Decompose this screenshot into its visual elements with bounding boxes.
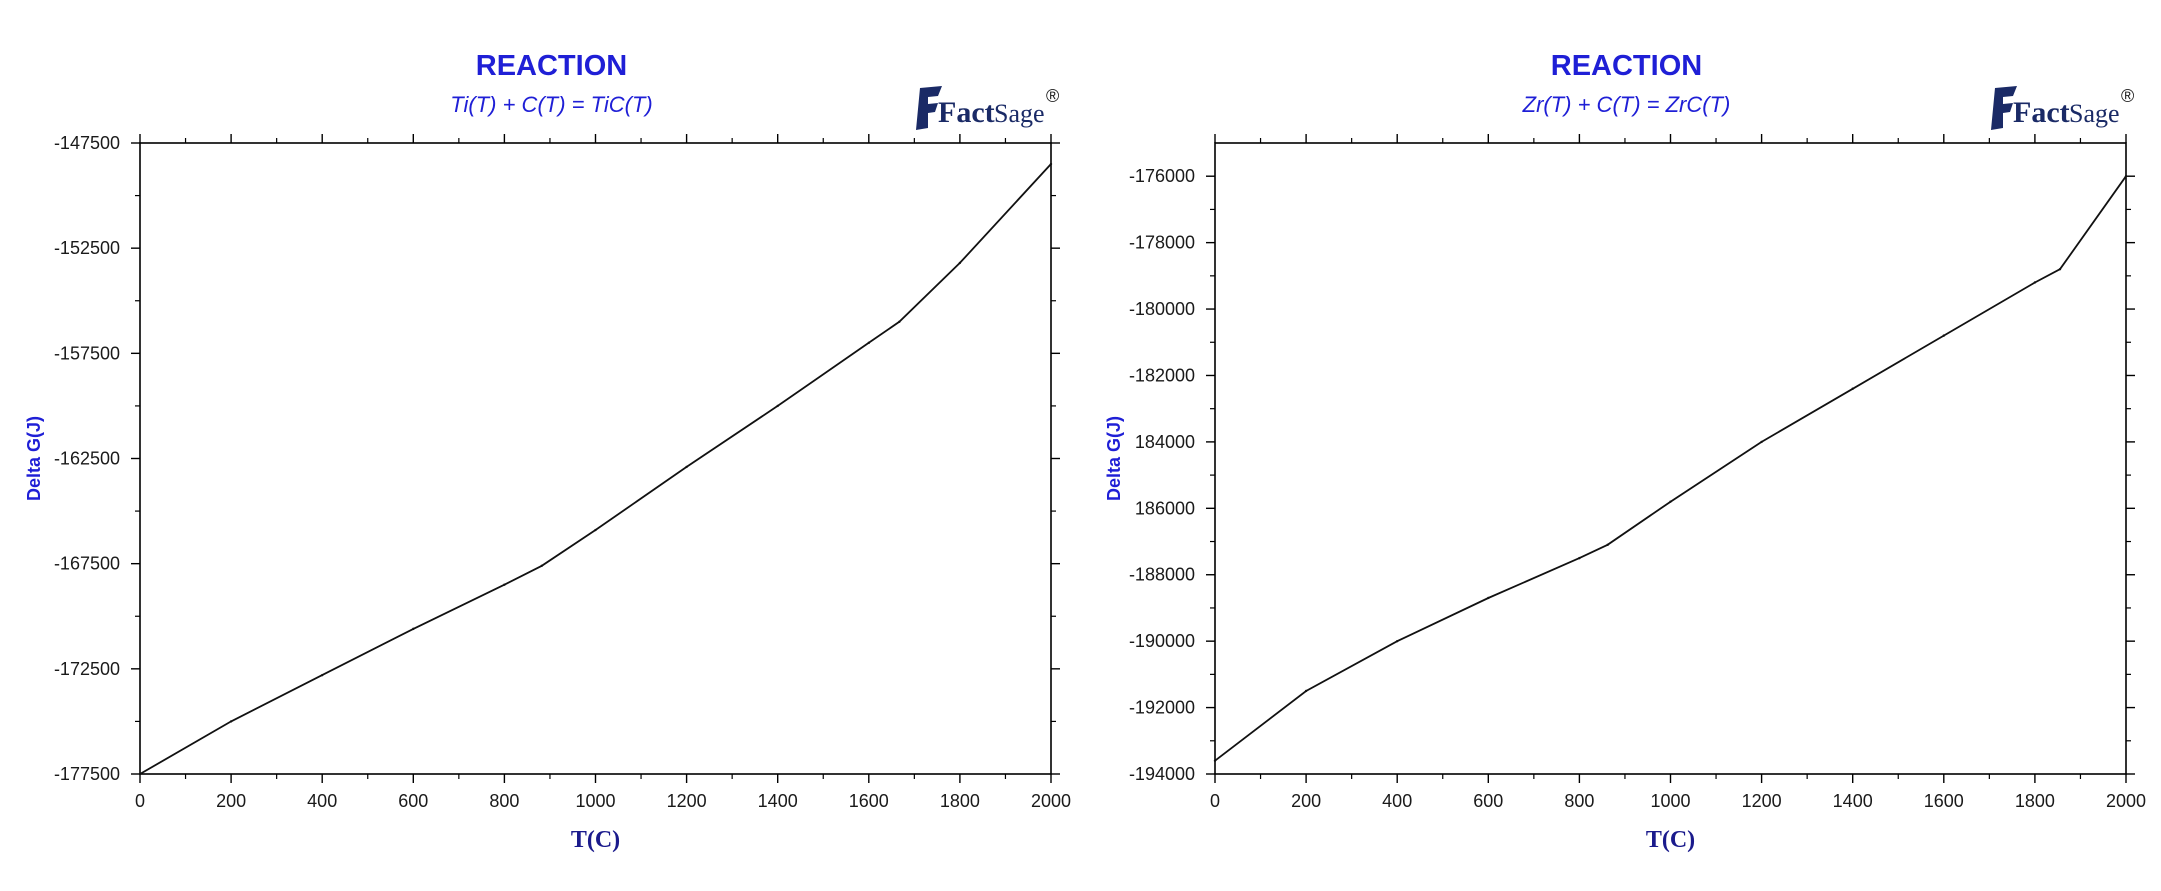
x-axis-label: T(C) [571,827,620,853]
x-tick-label: 1000 [575,791,615,811]
logo-registered-mark: ® [1046,86,1059,106]
y-axis-label: Delta G(J) [1104,416,1124,501]
series-line [139,163,1052,775]
plot-frame [1214,142,2127,775]
data-point [685,465,688,469]
y-axis-label: Delta G(J) [24,416,44,501]
data-point [958,261,962,265]
data-point [2124,175,2128,178]
chart-panel-zr: REACTION Zr(T) + C(T) = ZrC(T) Fact Sage® 0 2… [1104,50,2146,853]
x-tick-label: 1400 [758,791,798,811]
y-tick-label: -162500 [54,449,120,469]
logo-registered-mark: ® [2121,86,2134,106]
y-tick-label: -152500 [54,238,120,258]
chart-subtitle: Ti(T) + C(T) = TiC(T) [450,92,652,117]
data-point [2033,281,2037,284]
x-tick-label: 1200 [667,791,707,811]
data-point [1760,440,1763,444]
logo-sage-text: Sage [2069,99,2120,128]
data-point [1606,543,1609,547]
y-tick-label: -188000 [1129,565,1195,585]
logo-fact-text: Fact [2013,96,2070,129]
data-point [138,772,142,776]
data-point [1669,500,1672,503]
x-tick-label: 800 [1564,791,1594,811]
x-tick-label: 600 [398,791,428,811]
data-point [503,583,506,586]
y-tick-label: -172500 [54,659,120,679]
chart-title: REACTION [1551,50,1702,82]
x-tick-label: 1800 [2015,791,2055,811]
y-tick-label: -157500 [54,343,120,363]
data-point [1213,759,1217,762]
y-tick-label: -167500 [54,554,120,574]
series-line [1214,175,2127,762]
data-point [321,673,324,677]
logo-sage-text: Sage [994,99,1045,128]
x-tick-label: 1800 [940,791,980,811]
x-tick-label: 0 [1210,791,1220,811]
y-tick-label: -176000 [1129,166,1195,186]
data-point [867,341,870,345]
data-point [412,627,415,631]
x-tick-label: 800 [489,791,519,811]
logo-fact-text: Fact [938,96,995,129]
data-point [2058,268,2062,271]
data-point [898,320,901,323]
x-tick-label: 400 [1382,791,1412,811]
chart-subtitle: Zr(T) + C(T) = ZrC(T) [1522,92,1731,117]
x-tick-label: 200 [216,791,246,811]
data-point [1578,556,1581,560]
x-tick-label: 600 [1473,791,1503,811]
x-tick-label: 400 [307,791,337,811]
logo-f-mark [1991,86,2017,130]
data-point [1396,639,1399,643]
x-tick-label: 1600 [1924,791,1964,811]
x-tick-label: 2000 [2106,791,2146,811]
x-tick-label: 0 [135,791,145,811]
x-axis-label: T(C) [1646,827,1695,853]
x-tick-label: 1200 [1742,791,1782,811]
y-tick-label: 186000 [1135,498,1195,518]
data-point [1487,596,1490,600]
chart-panel-ti: REACTION Ti(T) + C(T) = TiC(T) Fact Sage® 0 2… [24,50,1071,853]
y-tick-label: -177500 [54,764,120,784]
y-tick-label: -178000 [1129,233,1195,253]
y-tick-label: -147500 [54,133,120,153]
y-tick-label: -192000 [1129,698,1195,718]
data-point [1851,387,1854,390]
y-tick-label: -180000 [1129,299,1195,319]
logo-f-mark [916,86,942,130]
data-point [1304,689,1308,693]
x-tick-label: 1000 [1650,791,1690,811]
x-tick-label: 2000 [1031,791,1071,811]
plot-frame [139,142,1052,775]
chart-title: REACTION [476,50,627,82]
data-point [594,528,597,532]
x-tick-label: 1400 [1833,791,1873,811]
y-tick-label: -190000 [1129,631,1195,651]
x-tick-label: 200 [1291,791,1321,811]
data-point [229,720,233,723]
data-point [776,404,779,408]
x-tick-label: 1600 [849,791,889,811]
y-tick-label: -182000 [1129,365,1195,385]
factsage-logo: Fact Sage® [1991,86,2134,130]
data-point [540,564,543,567]
y-tick-label: -194000 [1129,764,1195,784]
data-point [1942,334,1945,337]
data-point [1049,162,1053,166]
y-tick-label: 184000 [1135,432,1195,452]
factsage-logo: Fact Sage® [916,86,1059,130]
